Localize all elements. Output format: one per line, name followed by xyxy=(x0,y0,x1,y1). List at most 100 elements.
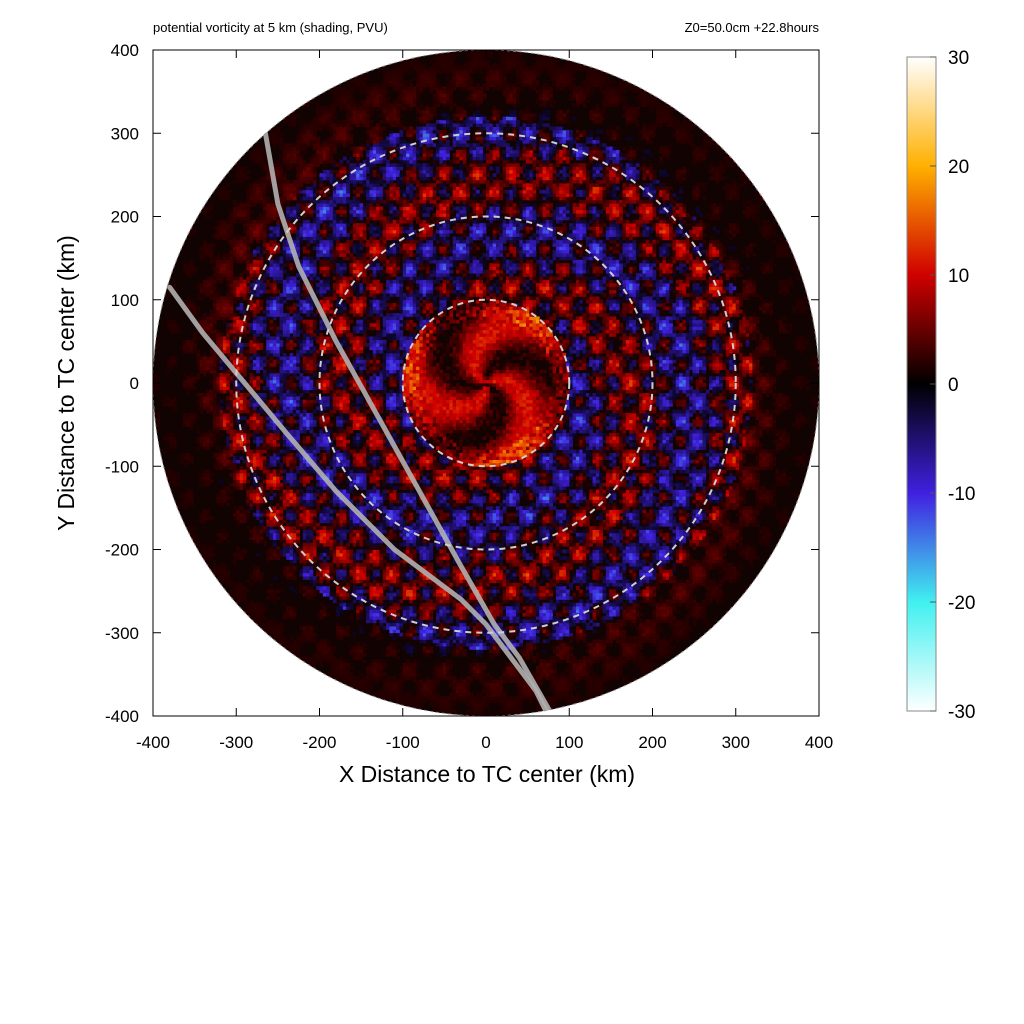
pv-cell xyxy=(249,459,254,464)
pv-cell xyxy=(326,113,330,117)
pv-cell xyxy=(332,316,337,321)
pv-cell xyxy=(259,276,264,281)
pv-cell xyxy=(199,546,204,550)
pv-cell xyxy=(232,406,237,411)
pv-cell xyxy=(272,392,277,397)
pv-cell xyxy=(256,356,260,361)
pv-cell xyxy=(272,126,277,131)
pv-cell xyxy=(332,263,337,267)
pv-cell xyxy=(176,472,181,477)
pv-cell xyxy=(209,436,214,441)
pv-cell xyxy=(292,459,297,464)
pv-cell xyxy=(266,532,270,537)
pv-cell xyxy=(329,379,334,384)
pv-cell xyxy=(332,239,337,244)
pv-cell xyxy=(322,416,327,421)
pv-cell xyxy=(316,572,320,577)
pv-cell xyxy=(276,359,280,364)
pv-cell xyxy=(299,143,304,147)
pv-cell xyxy=(286,396,290,401)
pv-cell xyxy=(226,416,230,421)
pv-cell xyxy=(339,606,344,610)
pv-cell xyxy=(266,183,270,187)
pv-cell xyxy=(272,442,277,447)
pv-cell xyxy=(269,353,274,357)
pv-cell xyxy=(342,339,347,344)
pv-cell xyxy=(232,379,237,384)
pv-cell xyxy=(209,336,214,341)
pv-cell xyxy=(286,356,290,361)
pv-cell xyxy=(329,249,334,254)
pv-cell xyxy=(316,659,320,664)
pv-cell xyxy=(286,213,290,217)
pv-cell xyxy=(239,439,244,444)
pv-cell xyxy=(299,516,304,520)
pv-cell xyxy=(316,556,320,560)
pv-cell xyxy=(196,306,201,311)
pv-cell xyxy=(312,356,317,361)
pv-cell xyxy=(246,512,250,517)
pv-cell xyxy=(332,459,337,464)
pv-cell xyxy=(309,139,314,144)
pv-cell xyxy=(276,529,280,534)
pv-cell xyxy=(306,416,310,421)
pv-cell xyxy=(256,526,260,530)
pv-cell xyxy=(186,452,191,457)
pv-cell xyxy=(346,296,350,301)
pv-cell xyxy=(302,346,307,351)
pv-cell xyxy=(182,502,187,507)
pv-cell xyxy=(342,446,347,450)
pv-cell xyxy=(339,269,344,274)
pv-cell xyxy=(226,333,230,337)
pv-cell xyxy=(286,479,290,484)
pv-cell xyxy=(259,419,264,424)
pv-cell xyxy=(249,236,254,241)
pv-cell xyxy=(252,606,257,610)
pv-cell xyxy=(302,369,307,374)
pv-cell xyxy=(312,456,317,460)
pv-cell xyxy=(232,289,237,294)
pv-cell xyxy=(269,319,274,324)
pv-cell xyxy=(336,486,340,490)
pv-cell xyxy=(222,446,227,450)
pv-cell xyxy=(289,489,294,494)
pv-cell xyxy=(206,556,211,560)
pv-cell xyxy=(259,496,264,500)
pv-cell xyxy=(262,482,267,487)
pv-cell xyxy=(349,229,354,234)
pv-cell xyxy=(339,589,344,594)
pv-cell xyxy=(296,652,300,657)
pv-cell xyxy=(349,199,354,204)
pv-cell xyxy=(216,539,220,544)
pv-cell xyxy=(306,412,310,417)
pv-cell xyxy=(329,219,334,224)
pv-cell xyxy=(339,576,344,580)
pv-cell xyxy=(289,343,294,347)
pv-cell xyxy=(332,163,337,167)
pv-cell xyxy=(242,432,247,437)
pv-cell xyxy=(256,156,260,161)
pv-cell xyxy=(226,582,230,587)
pv-cell xyxy=(252,356,257,361)
pv-cell xyxy=(316,239,320,244)
pv-cell xyxy=(332,376,337,381)
pv-cell xyxy=(216,303,220,307)
pv-cell xyxy=(282,356,287,361)
pv-cell xyxy=(226,486,230,490)
pv-cell xyxy=(346,133,350,137)
pv-cell xyxy=(289,402,294,407)
pv-cell xyxy=(312,236,317,241)
pv-cell xyxy=(346,432,350,437)
pv-cell xyxy=(226,569,230,574)
pv-cell xyxy=(332,396,337,401)
pv-cell xyxy=(339,476,344,480)
pv-cell xyxy=(259,213,264,217)
pv-cell xyxy=(346,509,350,514)
pv-cell xyxy=(222,462,227,467)
pv-cell xyxy=(329,392,334,397)
pv-cell xyxy=(336,119,340,124)
pv-cell xyxy=(309,239,314,244)
pv-cell xyxy=(329,146,334,151)
pv-cell xyxy=(346,392,350,397)
pv-cell xyxy=(232,333,237,337)
